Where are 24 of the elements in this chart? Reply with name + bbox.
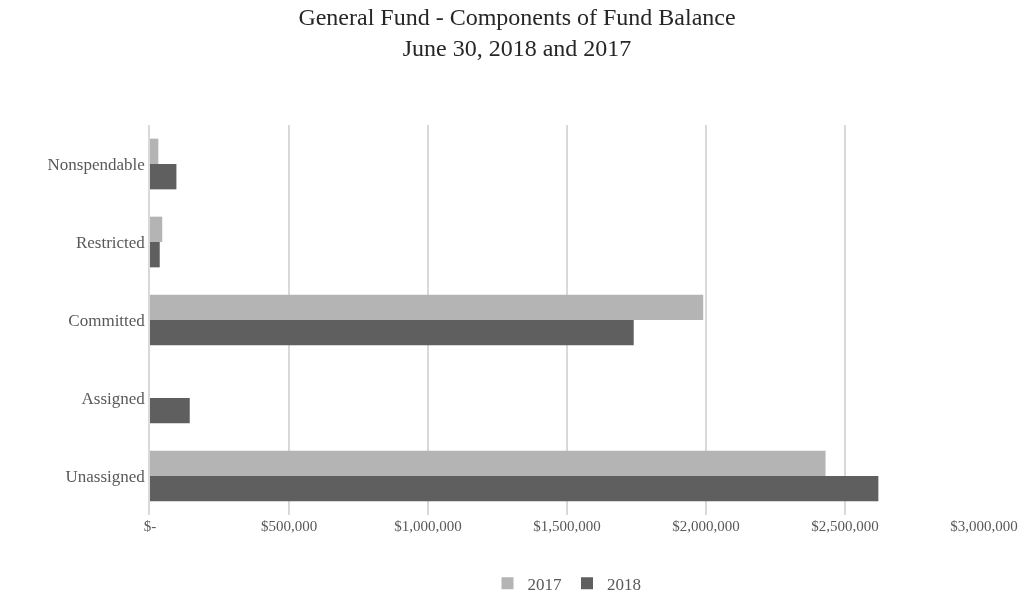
bar <box>150 138 159 164</box>
y-tick-label: Committed <box>68 310 146 330</box>
bar <box>150 398 190 424</box>
x-tick-label: $- <box>143 518 157 534</box>
x-tick-label: $1,000,000 <box>394 518 462 534</box>
bar <box>150 216 163 242</box>
bar <box>150 476 879 502</box>
x-tick-label: $2,500,000 <box>811 518 879 534</box>
legend-label: 2017 <box>527 574 562 594</box>
y-tick-label: Unassigned <box>65 466 146 486</box>
y-tick-label: Assigned <box>81 388 146 408</box>
chart-title: General Fund - Components of Fund Balance June 30, 2018 and 2017 <box>298 3 736 61</box>
x-tick-label: $500,000 <box>260 518 318 534</box>
legend-label: 2018 <box>607 574 641 594</box>
y-tick-label: Nonspendable <box>47 154 145 174</box>
x-tick-label: $3,000,000 <box>950 518 1018 534</box>
bar <box>150 164 177 190</box>
x-tick-label: $1,500,000 <box>533 518 601 534</box>
x-tick-label: $2,000,000 <box>672 518 740 534</box>
bar <box>150 242 160 268</box>
bar <box>150 450 826 476</box>
bar <box>150 320 634 346</box>
y-tick-label: Restricted <box>75 232 146 252</box>
bar <box>150 294 704 320</box>
